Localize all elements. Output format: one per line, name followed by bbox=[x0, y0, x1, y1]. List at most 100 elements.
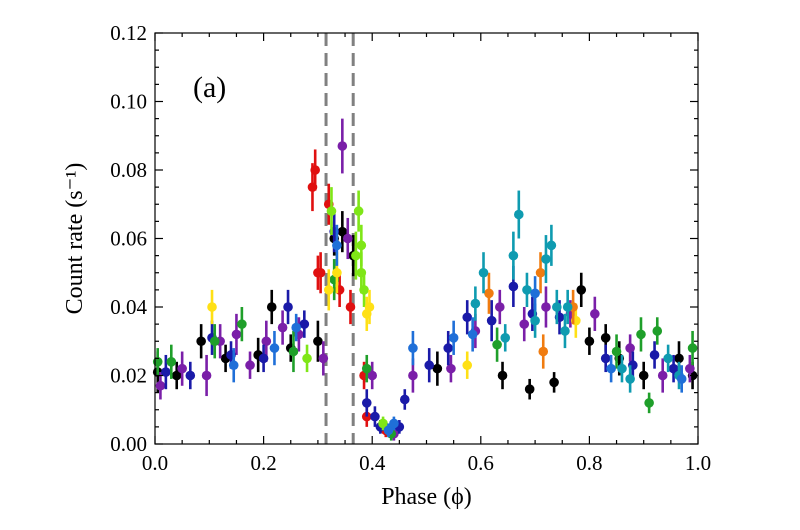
data-point bbox=[549, 377, 559, 388]
data-point bbox=[470, 298, 481, 309]
data-point bbox=[367, 370, 378, 381]
data-point bbox=[161, 367, 171, 377]
data-point bbox=[541, 254, 551, 264]
data-point bbox=[207, 302, 217, 312]
data-series bbox=[152, 259, 698, 441]
data-point bbox=[196, 336, 206, 347]
data-point bbox=[625, 374, 635, 384]
data-point bbox=[177, 363, 187, 374]
data-point bbox=[424, 360, 435, 371]
data-point bbox=[508, 281, 519, 292]
data-point bbox=[318, 353, 329, 364]
y-tick-label: 0.02 bbox=[110, 364, 147, 388]
data-point bbox=[541, 302, 551, 312]
y-tick-label: 0.06 bbox=[110, 227, 147, 251]
data-series bbox=[302, 187, 388, 431]
axis-ticks: 0.0 0.2 0.4 0.6 0.8 1.0 0.00 0.02 0.04 0.06 0.08 0.… bbox=[110, 21, 711, 475]
data-point bbox=[638, 370, 649, 381]
y-tick-label: 0.04 bbox=[110, 295, 147, 319]
data-point bbox=[332, 267, 342, 278]
data-point bbox=[361, 411, 372, 422]
data-point bbox=[378, 418, 388, 429]
data-point bbox=[448, 333, 459, 343]
data-point bbox=[617, 363, 627, 374]
plot-frame bbox=[154, 32, 699, 445]
data-point bbox=[519, 319, 530, 329]
data-point bbox=[209, 336, 220, 347]
data-point bbox=[258, 353, 269, 364]
data-point bbox=[201, 370, 212, 381]
data-point bbox=[342, 233, 353, 244]
data-point bbox=[283, 302, 293, 312]
data-point bbox=[663, 353, 673, 364]
data-point bbox=[652, 326, 663, 336]
data-point bbox=[337, 226, 348, 237]
data-point bbox=[497, 370, 508, 381]
y-axis-label: Count rate (s⁻¹) bbox=[62, 163, 88, 315]
data-point bbox=[538, 346, 549, 357]
data-point bbox=[432, 363, 443, 374]
x-tick-label: 1.0 bbox=[685, 451, 711, 475]
x-axis-label: Phase (ϕ) bbox=[381, 484, 472, 510]
y-tick-label: 0.10 bbox=[110, 90, 147, 114]
data-point bbox=[546, 240, 557, 251]
data-point bbox=[625, 343, 635, 353]
data-point bbox=[332, 240, 342, 251]
x-tick-label: 0.0 bbox=[142, 451, 168, 475]
data-point bbox=[514, 209, 524, 220]
data-point bbox=[462, 312, 473, 323]
data-point bbox=[171, 370, 182, 381]
data-point bbox=[237, 319, 247, 329]
data-point bbox=[313, 336, 323, 347]
data-point bbox=[674, 353, 684, 364]
data-point bbox=[185, 370, 196, 381]
data-point bbox=[535, 267, 546, 278]
data-point bbox=[408, 370, 418, 381]
data-point bbox=[277, 322, 288, 333]
data-point bbox=[478, 267, 489, 278]
data-point bbox=[356, 240, 367, 251]
x-tick-label: 0.6 bbox=[468, 451, 494, 475]
data-point bbox=[495, 302, 505, 312]
data-point bbox=[562, 302, 573, 312]
data-point bbox=[408, 343, 418, 353]
data-point bbox=[310, 165, 320, 175]
data-point bbox=[326, 206, 337, 216]
data-point bbox=[269, 343, 280, 353]
data-point bbox=[361, 363, 372, 374]
data-point bbox=[231, 329, 242, 340]
data-point bbox=[522, 285, 532, 295]
data-point bbox=[676, 374, 687, 384]
data-point bbox=[657, 370, 668, 381]
chart-marks bbox=[152, 33, 698, 444]
data-point bbox=[687, 343, 698, 353]
data-point bbox=[361, 398, 372, 408]
data-point bbox=[291, 322, 301, 333]
data-point bbox=[576, 285, 587, 295]
data-point bbox=[359, 285, 369, 295]
data-point bbox=[500, 333, 511, 343]
data-series bbox=[228, 224, 687, 438]
data-point bbox=[486, 315, 497, 326]
y-tick-label: 0.00 bbox=[110, 432, 147, 456]
data-point bbox=[600, 333, 611, 343]
data-point bbox=[530, 315, 540, 326]
data-point bbox=[446, 363, 456, 374]
data-point bbox=[636, 329, 646, 340]
x-tick-label: 0.2 bbox=[250, 451, 276, 475]
data-point bbox=[606, 363, 616, 374]
data-point bbox=[492, 339, 502, 350]
data-point bbox=[668, 363, 679, 374]
data-point bbox=[484, 288, 494, 299]
data-point bbox=[685, 363, 695, 374]
data-point bbox=[508, 250, 519, 261]
data-point bbox=[302, 353, 312, 364]
data-point bbox=[245, 360, 255, 371]
y-tick-label: 0.08 bbox=[110, 158, 147, 182]
data-point bbox=[552, 302, 562, 312]
data-point bbox=[337, 141, 348, 151]
data-point bbox=[323, 285, 334, 295]
data-series bbox=[307, 149, 391, 438]
data-point bbox=[261, 336, 272, 347]
data-point bbox=[530, 288, 540, 299]
